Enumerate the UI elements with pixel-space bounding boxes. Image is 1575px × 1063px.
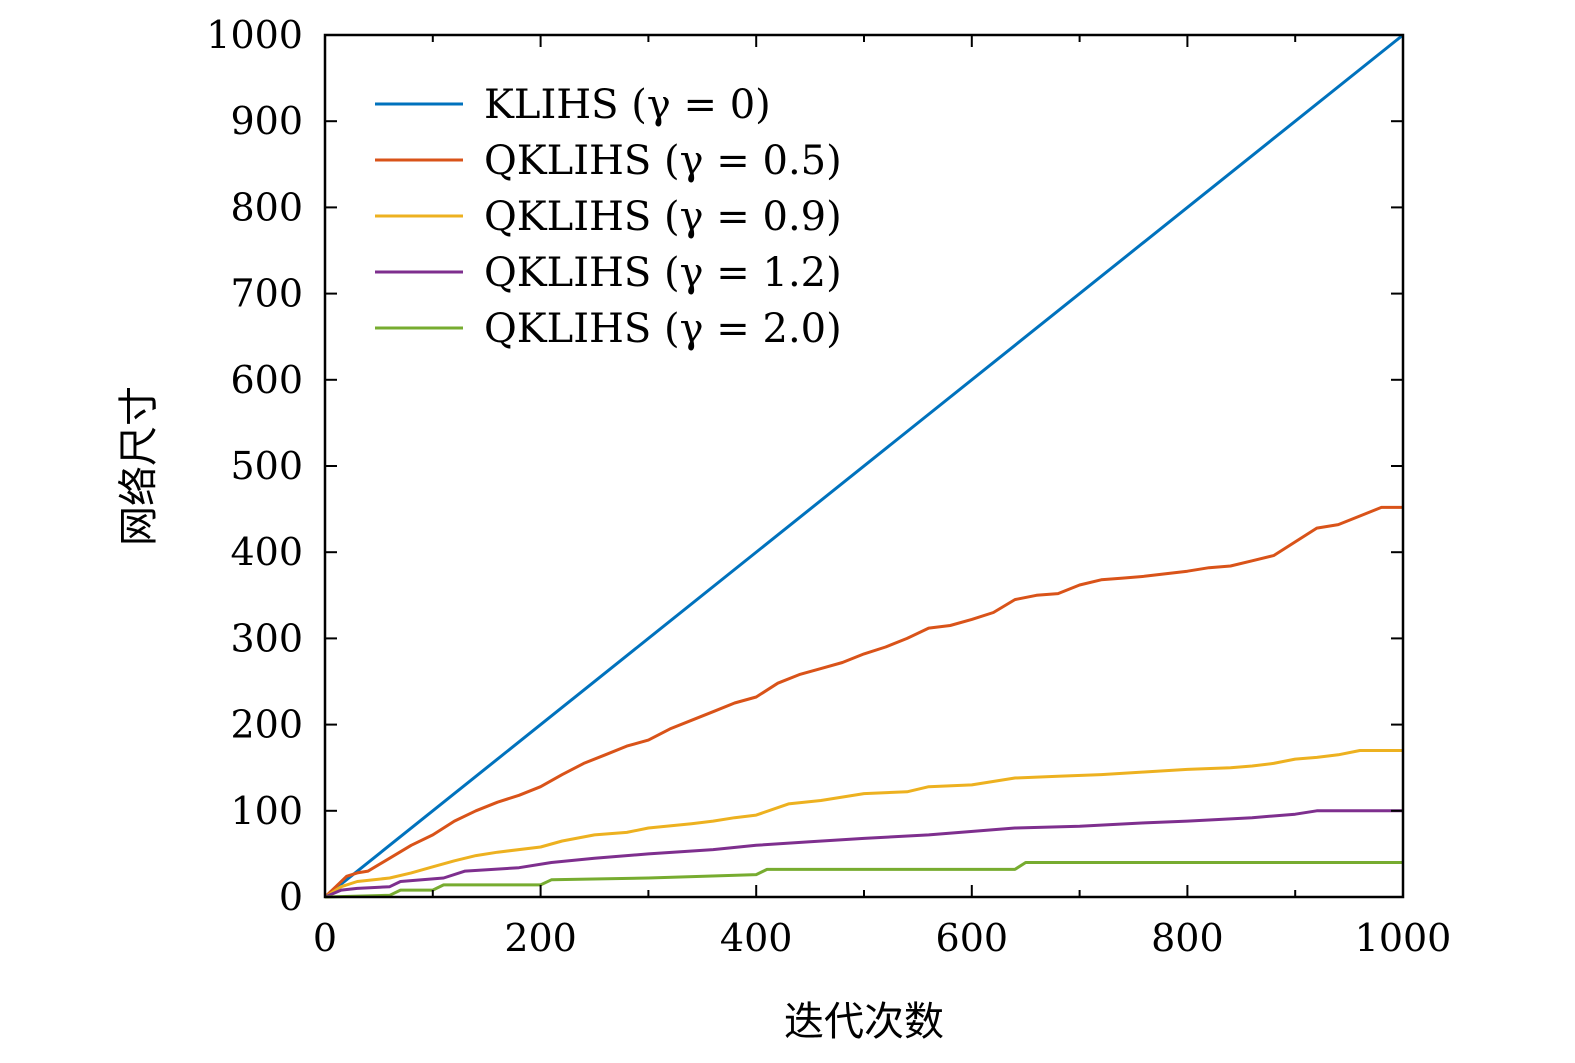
legend: KLIHS (γ = 0) QKLIHS (γ = 0.5) QKLIHS (γ =… [375,82,842,352]
y-tick-label: 1000 [206,13,303,57]
y-tick-labels: 0 100 200 300 400 500 600 700 800 900 1000 [206,13,303,919]
series-line-1 [323,505,1403,899]
x-tick-label: 400 [720,916,793,960]
y-tick-label: 600 [230,358,303,402]
series-line-0 [324,33,1404,899]
legend-label-1: QKLIHS (γ = 0.5) [484,138,842,184]
x-axis-title: 迭代次数 [784,999,944,1045]
y-tick-label: 400 [230,530,303,574]
legend-label-0: KLIHS (γ = 0) [484,82,771,128]
y-tick-label: 100 [230,789,303,833]
legend-label-4: QKLIHS (γ = 2.0) [484,306,842,352]
y-tick-label: 900 [230,99,303,143]
legend-label-2: QKLIHS (γ = 0.9) [484,194,842,240]
x-tick-label: 200 [504,916,577,960]
series-line-3 [324,809,1403,899]
x-tick-labels: 0 200 400 600 800 1000 [313,916,1451,960]
x-tick-label: 600 [936,916,1009,960]
series-layer [323,33,1404,899]
y-tick-label: 500 [230,444,303,488]
y-axis-title: 网络尺寸 [116,386,162,546]
legend-label-3: QKLIHS (γ = 1.2) [484,250,842,296]
ticks-layer [324,34,1404,898]
y-tick-label: 800 [230,185,303,229]
y-tick-label: 700 [230,272,303,316]
series-line-2 [324,749,1403,899]
x-tick-label: 0 [313,916,337,960]
series-line-4 [324,861,1403,899]
x-tick-label: 800 [1151,916,1224,960]
y-tick-label: 200 [230,703,303,747]
x-tick-label: 1000 [1355,916,1452,960]
y-tick-label: 0 [279,875,303,919]
y-tick-label: 300 [230,616,303,660]
